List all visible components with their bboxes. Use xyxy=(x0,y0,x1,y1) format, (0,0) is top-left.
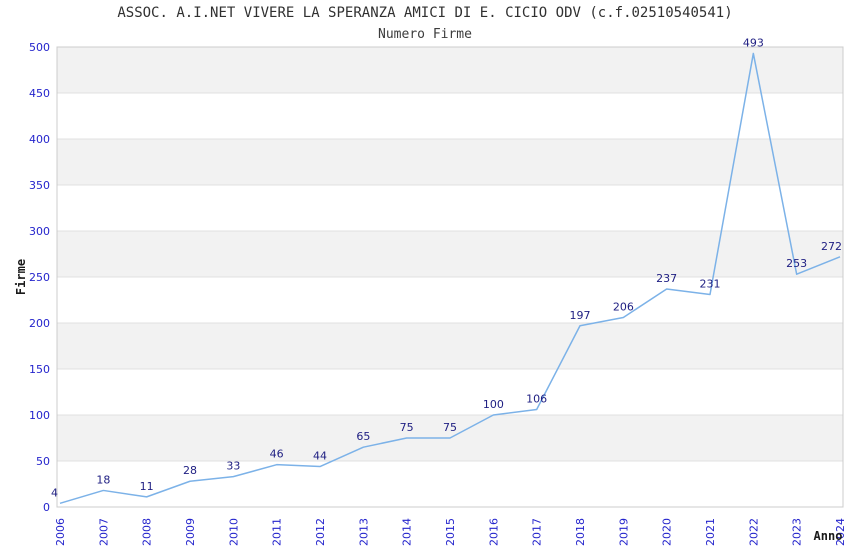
x-tick-label: 2021 xyxy=(704,518,717,546)
point-label: 18 xyxy=(96,473,110,486)
x-tick-label: 2018 xyxy=(574,518,587,546)
x-tick-label: 2015 xyxy=(444,518,457,546)
y-tick-label: 350 xyxy=(29,179,50,192)
x-tick-label: 2010 xyxy=(227,518,240,546)
plot-band xyxy=(57,47,843,93)
y-axis-title: Firme xyxy=(14,259,28,295)
point-label: 4 xyxy=(51,486,58,499)
point-label: 46 xyxy=(270,448,284,461)
y-tick-label: 0 xyxy=(43,501,50,514)
plot-band xyxy=(57,139,843,185)
plot-border xyxy=(56,46,844,508)
x-tick-label: 2006 xyxy=(54,518,67,546)
y-tick-label: 50 xyxy=(36,455,50,468)
y-tick-label: 250 xyxy=(29,271,50,284)
point-label: 237 xyxy=(656,272,677,285)
y-tick-label: 150 xyxy=(29,363,50,376)
point-label: 272 xyxy=(821,240,842,253)
point-label: 197 xyxy=(570,309,591,322)
x-tick-label: 2007 xyxy=(97,518,110,546)
y-tick-label: 400 xyxy=(29,133,50,146)
point-label: 493 xyxy=(743,36,764,49)
x-axis-title: Anno xyxy=(814,529,843,543)
x-tick-label: 2017 xyxy=(531,518,544,546)
y-tick-label: 450 xyxy=(29,87,50,100)
y-tick-label: 100 xyxy=(29,409,50,422)
point-label: 206 xyxy=(613,300,634,313)
point-label: 65 xyxy=(356,430,370,443)
x-tick-label: 2009 xyxy=(184,518,197,546)
x-tick-label: 2020 xyxy=(661,518,674,546)
point-label: 106 xyxy=(526,392,547,405)
point-label: 28 xyxy=(183,464,197,477)
point-label: 44 xyxy=(313,450,327,463)
x-tick-label: 2023 xyxy=(791,518,804,546)
plot-band xyxy=(57,323,843,369)
point-label: 100 xyxy=(483,398,504,411)
point-label: 75 xyxy=(443,421,457,434)
point-label: 75 xyxy=(400,421,414,434)
x-tick-label: 2019 xyxy=(617,518,630,546)
y-tick-label: 300 xyxy=(29,225,50,238)
x-tick-label: 2014 xyxy=(401,518,414,546)
point-label: 231 xyxy=(700,277,721,290)
x-tick-label: 2024 xyxy=(834,518,847,546)
x-tick-label: 2012 xyxy=(314,518,327,546)
chart-subtitle: Numero Firme xyxy=(378,27,472,42)
point-label: 253 xyxy=(786,257,807,270)
chart-title: ASSOC. A.I.NET VIVERE LA SPERANZA AMICI … xyxy=(117,5,733,21)
x-tick-label: 2022 xyxy=(747,518,760,546)
y-tick-label: 500 xyxy=(29,41,50,54)
x-tick-label: 2011 xyxy=(271,518,284,546)
x-tick-label: 2008 xyxy=(141,518,154,546)
x-tick-label: 2016 xyxy=(487,518,500,546)
y-tick-label: 200 xyxy=(29,317,50,330)
point-label: 11 xyxy=(140,480,154,493)
series-line xyxy=(59,52,841,505)
plot-band xyxy=(57,231,843,277)
point-label: 33 xyxy=(226,460,240,473)
x-tick-label: 2013 xyxy=(357,518,370,546)
